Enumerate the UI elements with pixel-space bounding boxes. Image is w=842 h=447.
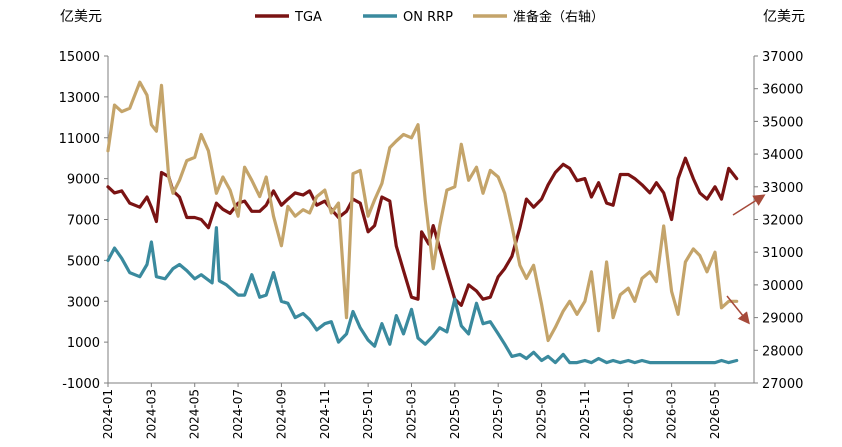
x-tick-label: 2026-01: [621, 389, 635, 439]
right-tick-label: 32000: [762, 214, 803, 229]
x-tick-label: 2024-09: [274, 389, 288, 439]
x-tick-label: 2025-05: [448, 389, 462, 439]
x-tick-label: 2024-07: [231, 389, 245, 439]
series-line-1: [106, 226, 739, 365]
x-tick-label: 2024-01: [101, 389, 115, 439]
left-tick-label: 11000: [59, 132, 100, 147]
right-tick-label: 29000: [762, 312, 803, 327]
right-axis-unit: 亿美元: [763, 9, 805, 25]
x-tick-label: 2025-01: [361, 389, 375, 439]
series-line-2: [106, 80, 739, 343]
x-tick-label: 2025-03: [404, 389, 418, 439]
right-tick-label: 31000: [762, 246, 803, 261]
right-tick-label: 36000: [762, 83, 803, 98]
annotations: [726, 194, 766, 325]
left-tick-label: 3000: [67, 295, 100, 310]
legend: TGA ON RRP 准备金（右轴）: [255, 9, 604, 25]
right-tick-label: 34000: [762, 148, 803, 163]
x-tick-label: 2026-03: [665, 389, 679, 439]
left-tick-label: 7000: [67, 214, 100, 229]
x-tick-label: 2026-05: [708, 389, 722, 439]
x-tick-label: 2024-03: [144, 389, 158, 439]
left-tick-label: 13000: [59, 91, 100, 106]
right-tick-label: 30000: [762, 279, 803, 294]
arrow-up-annotation: [732, 194, 766, 216]
series-group: [106, 80, 739, 365]
legend-label-2: 准备金（右轴）: [513, 9, 604, 25]
right-tick-label: 37000: [762, 50, 803, 65]
left-tick-label: 9000: [67, 173, 100, 188]
arrow-down-annotation: [726, 295, 750, 325]
x-tick-label: 2025-07: [491, 389, 505, 439]
left-axis-unit: 亿美元: [60, 9, 102, 25]
right-tick-label: 28000: [762, 344, 803, 359]
x-tick-label: 2024-05: [188, 389, 202, 439]
x-tick-label: 2025-11: [578, 389, 592, 439]
left-tick-label: 5000: [67, 254, 100, 269]
axes: -1000 1000 3000 5000 7000 9000 11000 13000 15000…: [59, 50, 804, 439]
left-tick-label: 15000: [59, 50, 100, 65]
right-tick-label: 35000: [762, 115, 803, 130]
legend-label-1: ON RRP: [403, 10, 453, 25]
left-tick-label: -1000: [62, 377, 100, 392]
right-tick-label: 33000: [762, 181, 803, 196]
x-tick-label: 2025-09: [535, 389, 549, 439]
x-tick-label: 2024-11: [318, 389, 332, 439]
series-line-0: [106, 156, 739, 307]
right-tick-label: 27000: [762, 377, 803, 392]
left-tick-label: 1000: [67, 336, 100, 351]
legend-label-0: TGA: [294, 10, 322, 25]
